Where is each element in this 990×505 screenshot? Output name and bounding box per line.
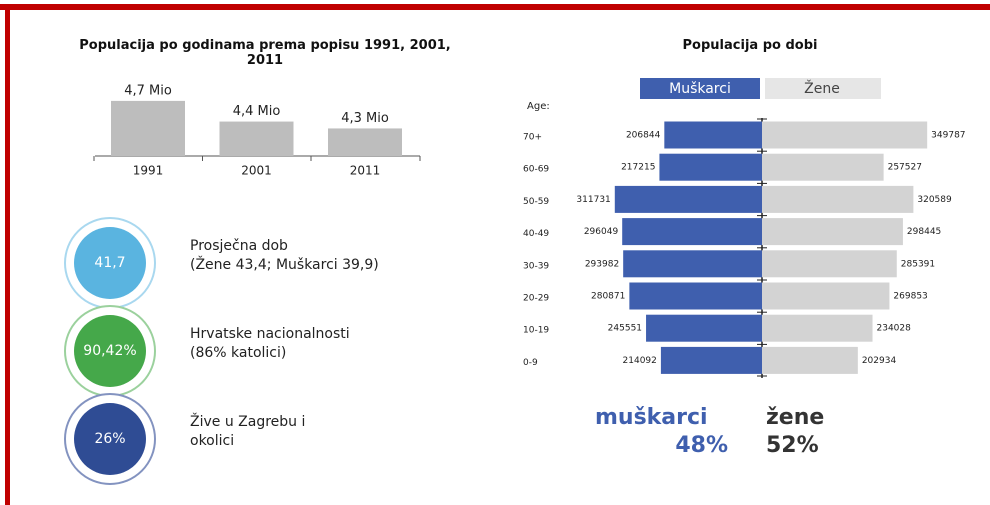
men-share: 48%: [675, 433, 728, 458]
age-group: 20-29: [523, 294, 549, 304]
women-label: 349787: [931, 131, 965, 141]
bar-title: Populacija po godinama prema popisu 1991…: [79, 38, 451, 68]
x-tick-label: 2001: [241, 164, 272, 178]
value-label: 4,4 Mio: [233, 104, 281, 119]
women-share-label: žene: [766, 405, 824, 430]
legend-label: Žene: [804, 79, 840, 97]
bar-women: [762, 282, 890, 310]
men-label: 311731: [576, 195, 610, 205]
bar-men: [623, 250, 762, 278]
stat-circle: [74, 227, 146, 299]
women-label: 202934: [862, 356, 897, 366]
bar-men: [664, 121, 762, 149]
bar-women: [762, 185, 914, 213]
women-label: 269853: [893, 292, 927, 302]
age-group: 10-19: [523, 326, 549, 336]
stat-value: 41,7: [94, 255, 125, 271]
stat-circle: [74, 315, 146, 387]
stat-detail: (86% katolici): [190, 345, 287, 361]
men-label: 280871: [591, 292, 625, 302]
women-label: 234028: [877, 324, 912, 334]
stat-value: 90,42%: [83, 343, 136, 359]
bar: [219, 121, 294, 156]
bar-men: [629, 282, 762, 310]
bar-men: [622, 218, 762, 246]
left-border: [5, 4, 10, 505]
age-label: Age:: [527, 101, 550, 112]
men-label: 245551: [608, 324, 642, 334]
legend-label: Muškarci: [669, 81, 731, 97]
men-label: 217215: [621, 163, 655, 173]
age-group: 50-59: [523, 197, 549, 207]
women-share: 52%: [766, 433, 819, 458]
age-group: 60-69: [523, 165, 549, 175]
value-label: 4,3 Mio: [341, 111, 389, 126]
bar-men: [659, 153, 762, 181]
stat-label: Prosječna dob: [190, 238, 288, 254]
men-label: 293982: [585, 259, 619, 269]
stat-label: Hrvatske nacionalnosti: [190, 326, 350, 342]
age-group: 40-49: [523, 229, 549, 239]
bar-women: [762, 250, 897, 278]
stat-circle: [74, 403, 146, 475]
women-label: 298445: [907, 227, 941, 237]
top-border: [0, 4, 990, 10]
stat-value: 26%: [94, 431, 125, 447]
bar: [111, 100, 185, 156]
age-group: 0-9: [523, 358, 538, 368]
women-label: 257527: [888, 163, 922, 173]
women-label: 320589: [917, 195, 952, 205]
bar-women: [762, 121, 928, 149]
x-tick-label: 1991: [133, 164, 164, 178]
bar-women: [762, 346, 858, 374]
bar-women: [762, 218, 903, 246]
stat-detail: (Žene 43,4; Muškarci 39,9): [190, 257, 379, 273]
men-label: 296049: [584, 227, 619, 237]
value-label: 4,7 Mio: [124, 83, 172, 98]
x-tick-label: 2011: [350, 164, 381, 178]
bar-men: [614, 185, 762, 213]
women-label: 285391: [901, 259, 935, 269]
bar: [328, 128, 402, 156]
age-group: 70+: [523, 133, 542, 143]
men-share-label: muškarci: [595, 405, 708, 430]
stat-label: Žive u Zagrebu i: [190, 414, 306, 430]
men-label: 206844: [626, 131, 661, 141]
bar-women: [762, 153, 884, 181]
legend-swatch: [765, 78, 881, 99]
men-label: 214092: [623, 356, 657, 366]
bar-men: [660, 346, 762, 374]
bar-women: [762, 314, 873, 342]
bar-men: [646, 314, 762, 342]
pyramid-title: Populacija po dobi: [682, 38, 818, 53]
stat-detail: okolici: [190, 433, 235, 449]
age-group: 30-39: [523, 261, 549, 271]
legend-swatch: [640, 78, 760, 99]
